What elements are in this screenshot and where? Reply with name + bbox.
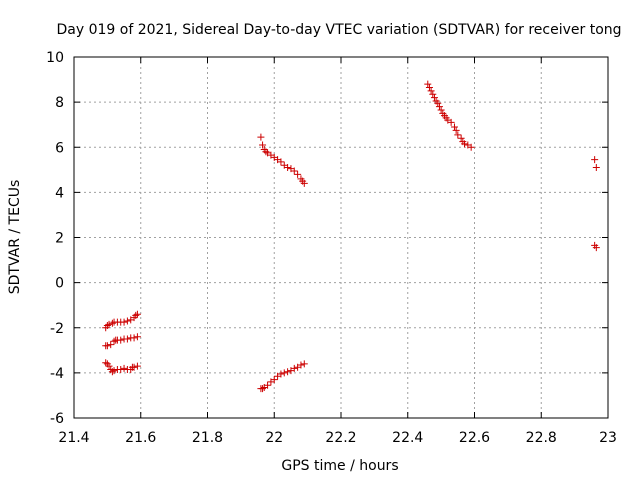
data-point: [467, 143, 475, 151]
y-tick-label: 0: [55, 276, 64, 292]
data-point: [434, 99, 442, 107]
data-point: [120, 318, 128, 326]
data-point: [284, 164, 292, 172]
data-point: [133, 362, 141, 370]
series-arc-2: [102, 333, 141, 350]
data-point: [108, 368, 116, 376]
data-point: [592, 164, 600, 172]
data-point: [110, 337, 118, 345]
x-tick-label: 21.6: [125, 430, 156, 446]
grid-lines: [74, 57, 608, 418]
data-point: [454, 131, 462, 139]
y-tick-label: -4: [50, 366, 64, 382]
data-point: [107, 341, 115, 349]
series-arc-6: [424, 80, 475, 151]
x-axis-label: GPS time / hours: [281, 458, 398, 474]
data-point: [457, 134, 465, 142]
x-tick-label: 22.2: [325, 430, 356, 446]
data-point: [435, 103, 443, 111]
data-point: [259, 385, 267, 393]
data-point: [425, 83, 433, 91]
data-point: [300, 179, 308, 187]
data-point: [297, 361, 305, 369]
chart-title: Day 019 of 2021, Sidereal Day-to-day VTE…: [56, 22, 621, 38]
data-point: [429, 90, 437, 98]
y-tick-label: 8: [55, 95, 64, 111]
data-point: [262, 148, 270, 156]
x-tick-label: 21.4: [58, 430, 89, 446]
data-point: [264, 381, 272, 389]
y-tick-label: 4: [55, 185, 64, 201]
data-point: [284, 368, 292, 376]
data-point: [133, 333, 141, 341]
data-point: [437, 106, 445, 114]
x-tick-label: 21.8: [192, 430, 223, 446]
data-point: [259, 141, 267, 149]
data-point: [110, 367, 118, 375]
series-arc-3: [102, 359, 141, 376]
data-point: [130, 334, 138, 342]
y-axis-label: SDTVAR / TECUs: [7, 180, 23, 295]
data-point: [424, 80, 432, 88]
y-tick-labels: -6 -4 -2 0 2 4 6 8 10: [46, 50, 64, 427]
x-tick-label: 23: [599, 430, 617, 446]
x-tick-labels: 21.4 21.6 21.8 22 22.2 22.4 22.6 22.8 23: [58, 430, 617, 446]
data-point: [280, 369, 288, 377]
data-point: [130, 363, 138, 371]
data-point: [460, 140, 468, 148]
data-point: [108, 319, 116, 327]
data-point: [102, 359, 110, 367]
data-point: [452, 126, 460, 134]
data-point: [290, 364, 298, 372]
x-tick-label: 22.4: [392, 430, 423, 446]
data-point: [277, 158, 285, 166]
data-point: [270, 376, 278, 384]
data-point: [294, 170, 302, 178]
data-point: [105, 362, 113, 370]
axis-ticks: [73, 56, 609, 419]
data-point: [123, 317, 131, 325]
data-points: [102, 80, 600, 393]
x-tick-label: 22: [265, 430, 283, 446]
data-point: [290, 167, 298, 175]
data-point: [120, 364, 128, 372]
data-point: [103, 342, 111, 350]
data-point: [430, 94, 438, 102]
data-point: [103, 321, 111, 329]
data-point: [117, 365, 125, 373]
data-point: [132, 311, 140, 319]
data-point: [591, 156, 599, 164]
y-tick-label: 6: [55, 140, 64, 156]
data-point: [447, 118, 455, 126]
data-point: [427, 87, 435, 95]
data-point: [450, 123, 458, 131]
x-tick-label: 22.8: [526, 430, 557, 446]
x-tick-label: 22.6: [459, 430, 490, 446]
data-point: [257, 133, 265, 141]
series-arc-8: [591, 241, 600, 252]
data-point: [123, 335, 131, 343]
y-tick-label: -2: [50, 321, 64, 337]
data-point: [117, 336, 125, 344]
data-point: [105, 320, 113, 328]
data-point: [277, 370, 285, 378]
series-arc-5: [257, 360, 308, 393]
y-tick-label: -6: [50, 411, 64, 427]
data-point: [133, 310, 141, 318]
data-point: [592, 244, 600, 252]
series-arc-7: [591, 156, 600, 172]
data-point: [300, 360, 308, 368]
series-arc-1: [102, 310, 141, 332]
series-arc-4: [257, 133, 308, 187]
y-tick-label: 2: [55, 231, 64, 247]
y-tick-label: 10: [46, 50, 64, 66]
